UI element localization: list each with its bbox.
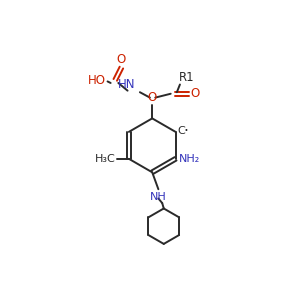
Text: O: O bbox=[117, 53, 126, 66]
Text: H₃C: H₃C bbox=[95, 154, 116, 164]
Text: HN: HN bbox=[118, 78, 135, 92]
Text: C: C bbox=[178, 126, 186, 136]
Text: O: O bbox=[191, 87, 200, 100]
Text: O: O bbox=[148, 91, 157, 104]
Text: NH₂: NH₂ bbox=[178, 154, 200, 164]
Text: HO: HO bbox=[88, 74, 106, 87]
Text: NH: NH bbox=[150, 191, 167, 202]
Text: R1: R1 bbox=[178, 71, 194, 84]
Text: ·: · bbox=[183, 124, 188, 139]
